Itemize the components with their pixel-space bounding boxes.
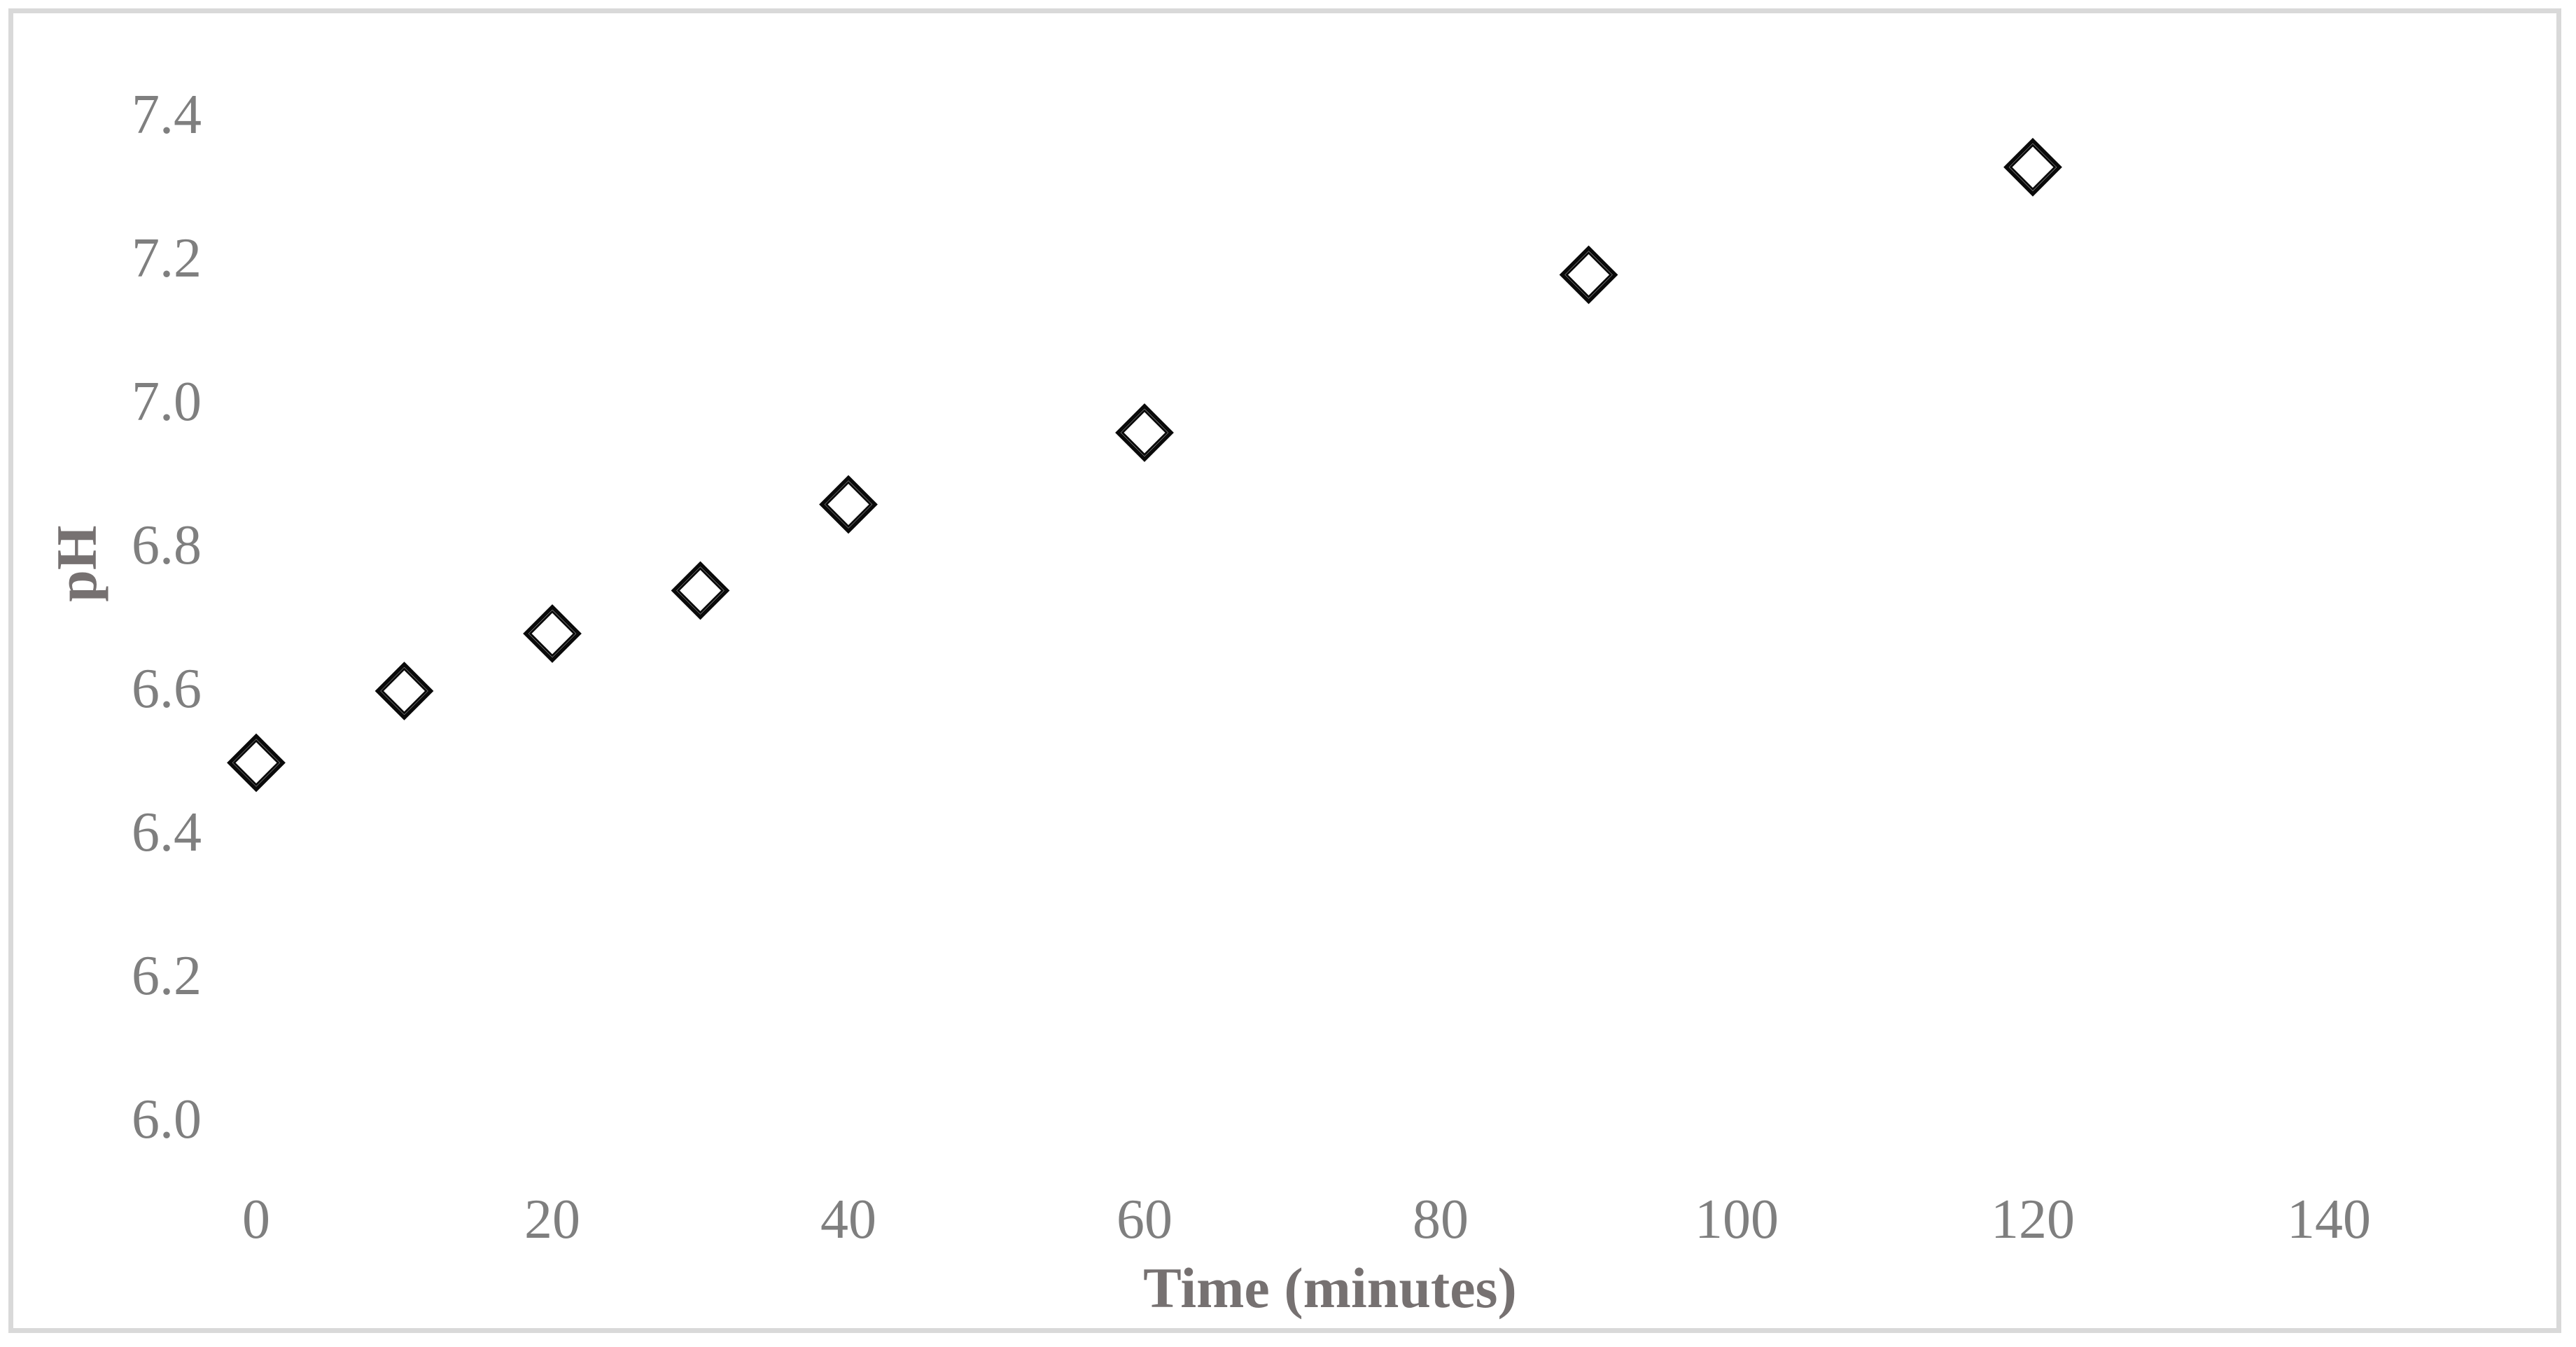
y-tick-label: 6.8	[132, 514, 202, 576]
x-tick-label: 140	[2287, 1189, 2371, 1250]
y-tick-label: 7.2	[132, 227, 202, 289]
data-point-marker	[1115, 403, 1174, 462]
x-tick-label: 40	[820, 1189, 876, 1250]
x-axis-title: Time (minutes)	[1143, 1256, 1517, 1320]
data-point-marker	[1559, 245, 1618, 305]
y-tick-label: 6.0	[132, 1088, 202, 1150]
data-point-marker	[374, 662, 434, 720]
y-tick-label: 6.4	[132, 801, 202, 863]
data-point-marker	[671, 561, 730, 620]
x-tick-label: 80	[1413, 1189, 1469, 1250]
y-tick-label: 6.2	[132, 944, 202, 1007]
x-tick-label: 120	[1991, 1189, 2075, 1250]
data-point-marker	[2003, 137, 2062, 197]
y-tick-label: 7.4	[132, 83, 202, 146]
x-tick-label: 0	[242, 1189, 270, 1250]
data-point-marker	[227, 733, 286, 793]
data-point-marker	[523, 604, 582, 663]
y-axis-title: pH	[45, 525, 108, 602]
y-tick-label: 6.6	[132, 657, 202, 720]
x-tick-label: 20	[524, 1189, 580, 1250]
x-tick-label: 100	[1695, 1189, 1779, 1250]
y-tick-label: 7.0	[132, 370, 202, 433]
chart-frame	[8, 8, 2561, 1333]
x-tick-label: 60	[1116, 1189, 1172, 1250]
data-point-marker	[819, 475, 878, 534]
